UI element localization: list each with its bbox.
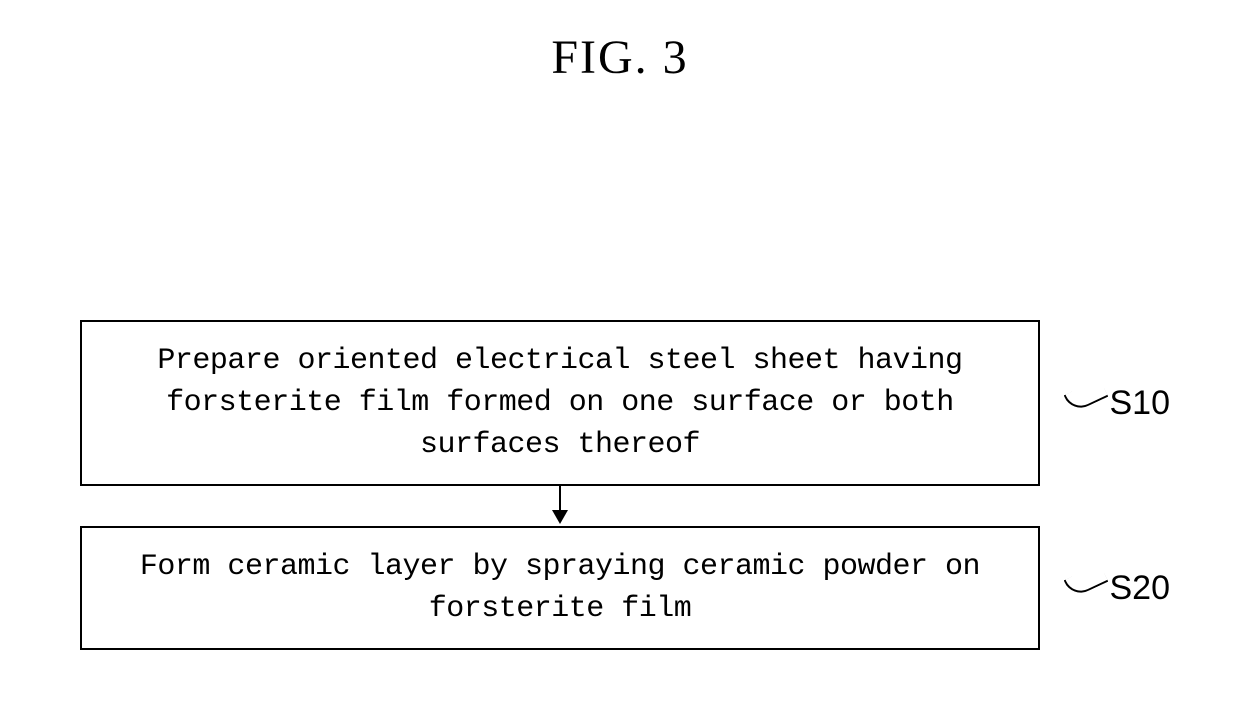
arrow-connector: [80, 486, 1040, 526]
step-label-1: S10: [1066, 384, 1171, 423]
step-wrapper-1: Prepare oriented electrical steel sheet …: [80, 320, 1040, 486]
flowchart: Prepare oriented electrical steel sheet …: [80, 320, 1040, 650]
step-box-2: Form ceramic layer by spraying ceramic p…: [80, 526, 1040, 650]
step-box-1: Prepare oriented electrical steel sheet …: [80, 320, 1040, 486]
step-wrapper-2: Form ceramic layer by spraying ceramic p…: [80, 526, 1040, 650]
figure-title: FIG. 3: [551, 30, 688, 85]
arrow-head-icon: [552, 510, 568, 524]
step-label-2: S20: [1066, 569, 1171, 608]
